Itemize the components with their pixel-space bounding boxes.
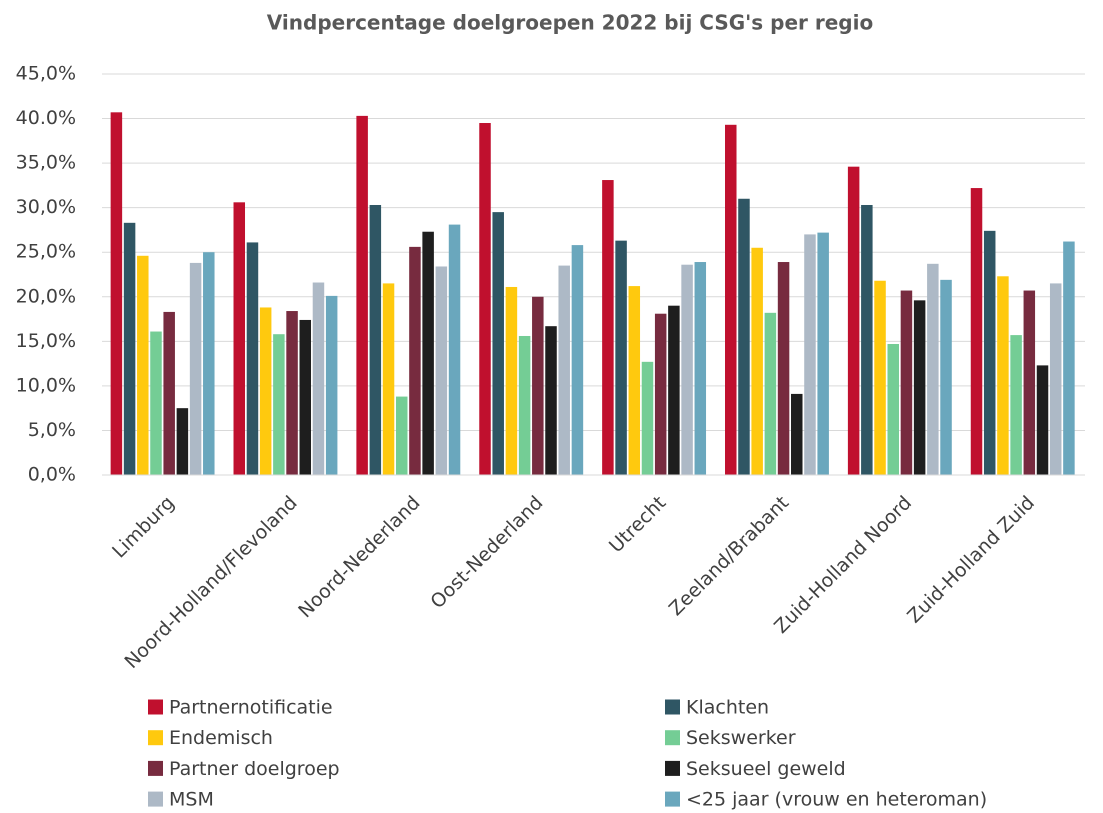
bar: [887, 344, 899, 475]
y-tick-label: 45,0%: [16, 63, 76, 85]
bar: [777, 262, 790, 475]
legend-label: <25 jaar (vrouw en heteroman): [686, 789, 987, 811]
bar: [654, 313, 667, 475]
bar: [409, 246, 421, 475]
bar: [940, 279, 952, 475]
legend-swatch: [665, 730, 680, 746]
legend-swatch: [148, 730, 163, 746]
bar: [970, 188, 983, 475]
x-tick-label: Oost-Nederland: [426, 492, 547, 613]
bar: [435, 266, 448, 475]
bar: [123, 222, 136, 475]
legend-swatch: [148, 760, 163, 776]
bar: [681, 264, 693, 475]
y-tick-label: 40.0%: [16, 107, 76, 129]
bar: [273, 334, 285, 475]
legend-label: Klachten: [686, 697, 769, 719]
bar: [532, 296, 544, 475]
x-tick-label: Zuid-Holland Noord: [770, 492, 916, 638]
bar: [817, 232, 829, 475]
bar: [286, 311, 298, 475]
bar: [299, 319, 312, 475]
bar: [861, 204, 873, 475]
y-tick-label: 35,0%: [16, 152, 76, 174]
bar: [203, 252, 215, 475]
bar: [1023, 290, 1036, 475]
bar: [176, 408, 189, 475]
bar: [1010, 335, 1022, 475]
legend-swatch: [665, 791, 680, 807]
bar: [110, 112, 123, 475]
y-tick-label: 15,0%: [16, 330, 76, 352]
legend-label: Seksueel geweld: [686, 758, 846, 780]
x-tick-label: Zeeland/Brabant: [665, 492, 793, 620]
y-tick-label: 30,0%: [16, 196, 76, 218]
legend-swatch: [665, 760, 680, 776]
bar: [422, 231, 434, 475]
legend-label: Partnernotificatie: [169, 697, 333, 719]
legend-label: Partner doelgroep: [169, 758, 340, 780]
bar: [571, 245, 584, 475]
bar: [874, 280, 886, 475]
y-tick-label: 10,0%: [16, 374, 76, 396]
bar: [751, 247, 763, 475]
bar: [602, 180, 614, 475]
bar: [246, 242, 259, 475]
bar: [356, 115, 368, 475]
bar: [668, 305, 680, 475]
bar: [1036, 365, 1049, 475]
legend-label: Endemisch: [169, 727, 273, 749]
legend-label: MSM: [169, 789, 214, 811]
chart-title: Vindpercentage doelgroepen 2022 bij CSG'…: [267, 11, 873, 35]
x-tick-label: Zuid-Holland Zuid: [903, 492, 1039, 628]
bar: [325, 295, 338, 475]
x-tick-label: Noord-Nederland: [294, 492, 424, 622]
bar: [479, 123, 491, 475]
bar: [725, 124, 737, 475]
legend-swatch: [148, 699, 163, 715]
bar: [137, 255, 149, 475]
y-tick-label: 5,0%: [28, 419, 76, 441]
bar: [927, 263, 939, 475]
bar: [369, 204, 382, 475]
bar: [150, 331, 162, 475]
bar: [1063, 241, 1075, 475]
bar: [259, 307, 272, 475]
bar: [163, 311, 175, 475]
bar: [983, 230, 996, 475]
y-tick-label: 25,0%: [16, 241, 76, 263]
legend-swatch: [665, 699, 680, 715]
bar: [764, 312, 777, 475]
bar: [233, 202, 246, 475]
legend-label: Sekswerker: [686, 727, 796, 749]
bar: [738, 198, 750, 475]
bar: [505, 286, 518, 475]
bar: [312, 282, 325, 475]
bar: [545, 326, 557, 475]
y-tick-label: 20,0%: [16, 285, 76, 307]
x-tick-label: Utrecht: [605, 492, 670, 557]
bar: [189, 262, 202, 475]
bar: [448, 224, 461, 475]
bar: [641, 361, 654, 475]
bar: [847, 166, 860, 476]
x-tick-label: Limburg: [108, 492, 179, 563]
bar: [518, 335, 531, 475]
bar: [694, 262, 707, 475]
bar: [900, 290, 913, 475]
bar: [492, 212, 504, 475]
bar: [804, 234, 816, 475]
bar: [382, 283, 395, 475]
bar: [395, 396, 408, 475]
bar: [558, 265, 570, 475]
bar: [628, 286, 641, 475]
bar: [791, 393, 803, 475]
bar: [997, 276, 1009, 475]
y-tick-label: 0,0%: [28, 464, 76, 486]
bar: [913, 300, 926, 475]
bar: [615, 240, 627, 475]
legend-swatch: [148, 791, 163, 807]
bar: [1049, 283, 1062, 475]
